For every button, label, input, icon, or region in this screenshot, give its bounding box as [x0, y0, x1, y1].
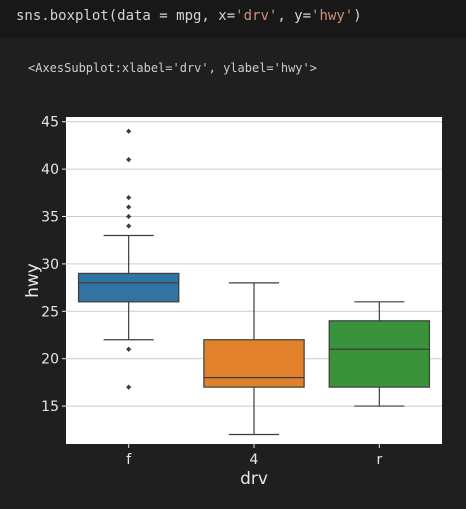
outlier-point: [126, 223, 132, 229]
outlier-point: [126, 128, 132, 134]
code-x-arg: 'drv': [235, 8, 278, 24]
outlier-point: [126, 194, 132, 201]
outlier-point: [126, 346, 132, 352]
box-f: [77, 272, 180, 303]
y-tick-label: 40: [41, 162, 59, 178]
code-y-arg: 'hwy': [311, 8, 354, 24]
y-tick-label: 35: [41, 210, 59, 226]
code-prefix: sns.boxplot(data = mpg, x=: [16, 8, 236, 24]
outlier-point: [126, 384, 132, 390]
x-axis-label: drv: [240, 469, 268, 489]
box-r: [328, 320, 431, 388]
y-tick-label: 20: [41, 352, 59, 368]
x-tick-label: 4: [250, 452, 259, 468]
x-tick-label: f: [126, 452, 132, 468]
y-tick-label: 30: [41, 257, 59, 273]
y-tick-label: 15: [41, 399, 59, 415]
y-tick-label: 25: [41, 304, 59, 320]
code-suffix: ): [353, 8, 362, 24]
y-tick-label: 45: [41, 115, 59, 131]
outlier-point: [126, 204, 132, 210]
code-line[interactable]: sns.boxplot(data = mpg, x='drv', y='hwy'…: [16, 8, 362, 24]
output-repr: <AxesSubplot:xlabel='drv', ylabel='hwy'>: [28, 61, 317, 75]
code-cell[interactable]: sns.boxplot(data = mpg, x='drv', y='hwy'…: [0, 0, 466, 39]
x-tick-label: r: [376, 452, 382, 468]
box-4: [203, 339, 305, 388]
y-axis-label: hwy: [23, 263, 43, 298]
outlier-point: [126, 157, 132, 163]
outlier-point: [126, 213, 132, 220]
code-sep: , y=: [277, 8, 312, 24]
